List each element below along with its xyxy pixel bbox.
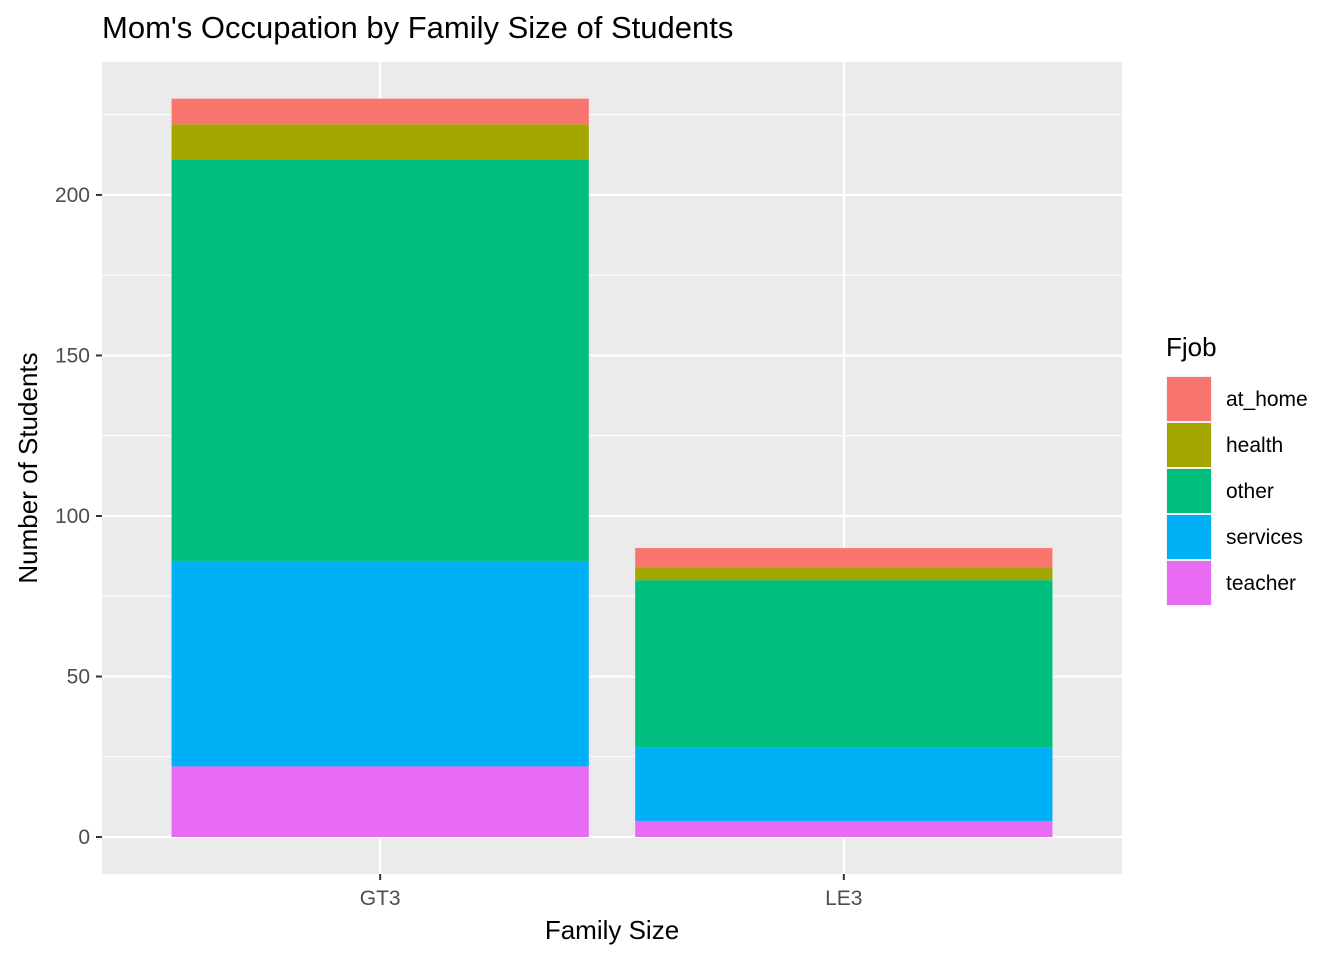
- bar-segment-services: [171, 560, 589, 767]
- legend-swatch-teacher: [1167, 561, 1211, 605]
- y-axis-title: Number of Students: [13, 352, 43, 583]
- bar-segment-at_home: [171, 98, 589, 125]
- legend-title: Fjob: [1166, 332, 1217, 362]
- y-tick-label: 150: [55, 344, 90, 367]
- y-tick-label: 50: [67, 665, 90, 688]
- bar-segment-other: [635, 580, 1053, 748]
- y-tick-label: 0: [78, 826, 90, 849]
- y-tick-label: 200: [55, 184, 90, 207]
- bar-segment-teacher: [635, 820, 1053, 837]
- chart-title: Mom's Occupation by Family Size of Stude…: [102, 10, 734, 45]
- bar-segment-health: [635, 567, 1053, 581]
- y-tick-label: 100: [55, 505, 90, 528]
- legend-label-teacher: teacher: [1226, 572, 1296, 595]
- legend-swatch-health: [1167, 423, 1211, 467]
- bar-segment-at_home: [635, 548, 1053, 568]
- bar-segment-services: [635, 747, 1053, 821]
- legend-label-health: health: [1226, 434, 1283, 457]
- bar-segment-teacher: [171, 766, 589, 837]
- axes: 0 50 100 150 200 GT3 LE3 Family Size Number of S…: [13, 184, 863, 945]
- x-axis-title: Family Size: [545, 915, 679, 945]
- legend-swatch-at_home: [1167, 377, 1211, 421]
- legend-swatch-other: [1167, 469, 1211, 513]
- x-tick-label: LE3: [825, 887, 862, 910]
- bar-segment-other: [171, 159, 589, 561]
- legend-label-services: services: [1226, 526, 1303, 549]
- legend-label-other: other: [1226, 480, 1274, 503]
- bar-segment-health: [171, 124, 589, 160]
- legend-swatch-services: [1167, 515, 1211, 559]
- x-tick-label: GT3: [360, 887, 401, 910]
- bar-stacks: [171, 98, 1053, 837]
- legend-label-at_home: at_home: [1226, 388, 1308, 411]
